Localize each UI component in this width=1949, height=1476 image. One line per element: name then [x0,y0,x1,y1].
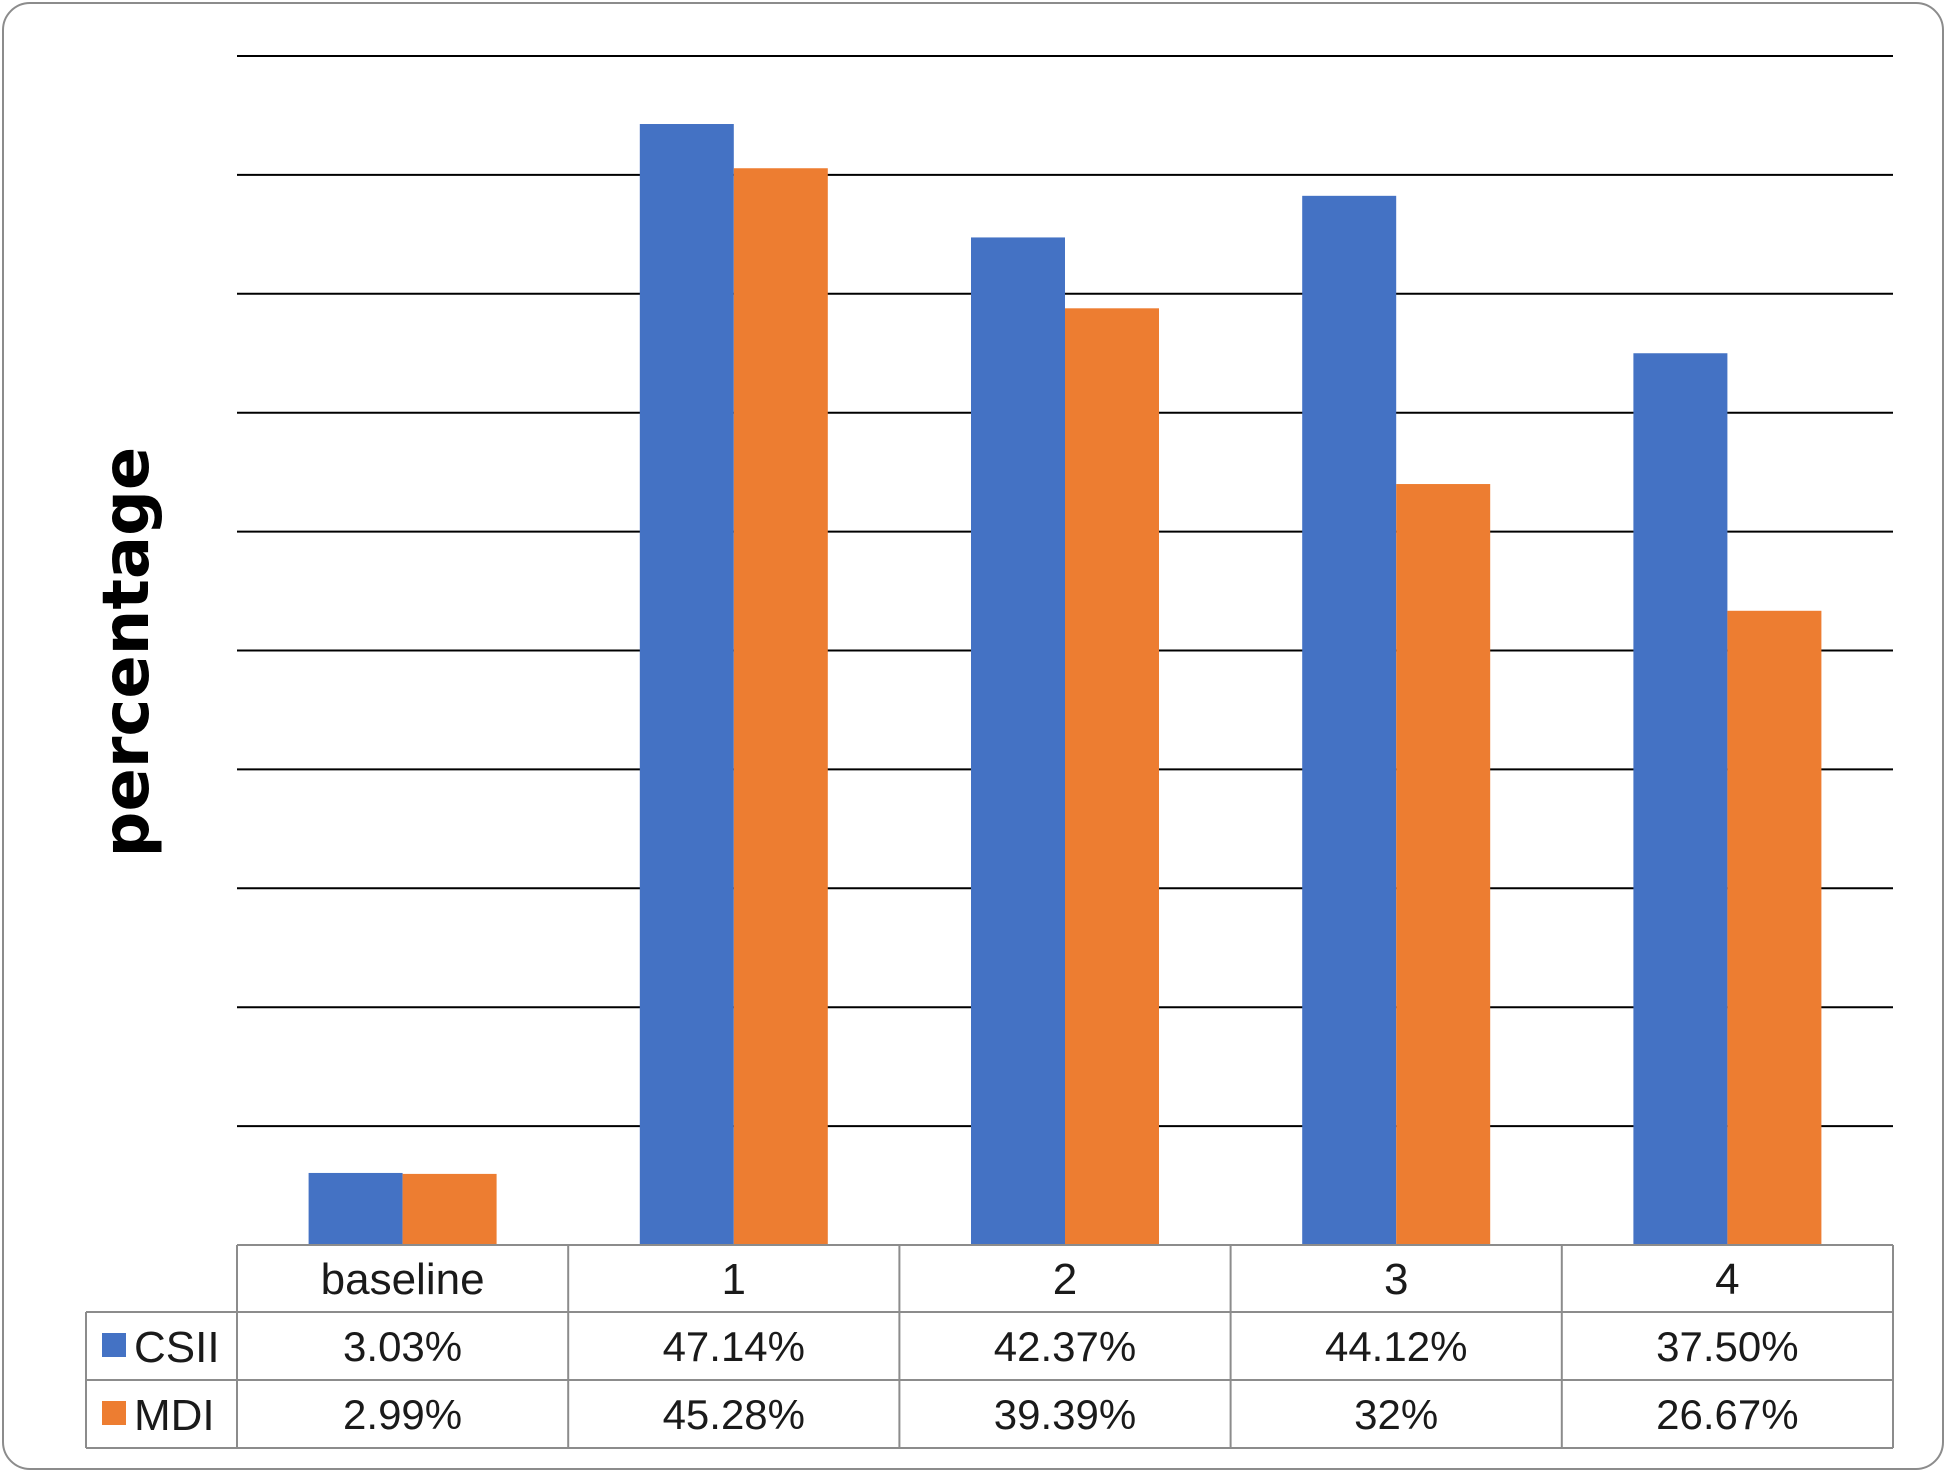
data-label-csii-1: 47.14% [663,1323,805,1370]
category-label-3: 3 [1384,1255,1408,1304]
data-label-csii-4: 37.50% [1656,1323,1798,1370]
bar-mdi-2 [1065,308,1159,1245]
bar-csii-4 [1633,353,1728,1245]
bar-csii-3 [1302,195,1397,1245]
bar-mdi-4 [1727,610,1822,1245]
data-table: baseline 1 2 3 4 CSII 3.03% 47.14% 42.37% 44.12% 3… [85,1244,1894,1449]
category-label-4: 4 [1715,1255,1739,1304]
data-label-mdi-1: 45.28% [663,1391,805,1438]
data-label-mdi-3: 32% [1354,1391,1438,1438]
legend-label-csii: CSII [134,1323,220,1372]
y-axis-label: percentage [90,447,164,858]
gridlines [237,55,1893,1128]
data-label-mdi-0: 2.99% [343,1391,462,1438]
bars [308,124,1822,1246]
legend-label-mdi: MDI [134,1391,215,1440]
bar-mdi-3 [1396,484,1491,1245]
category-label-1: 1 [722,1255,746,1304]
category-label-2: 2 [1053,1255,1077,1304]
bar-csii-1 [639,124,734,1246]
data-label-csii-2: 42.37% [994,1323,1136,1370]
data-label-mdi-2: 39.39% [994,1391,1136,1438]
data-label-csii-0: 3.03% [343,1323,462,1370]
legend-swatch-mdi [102,1401,126,1425]
bar-csii-0 [308,1172,403,1245]
bar-mdi-1 [733,168,828,1246]
legend-swatch-csii [102,1333,126,1357]
bar-mdi-0 [402,1173,497,1245]
data-label-mdi-4: 26.67% [1656,1391,1798,1438]
data-label-csii-3: 44.12% [1325,1323,1467,1370]
bar-csii-2 [971,237,1065,1245]
category-label-0: baseline [321,1255,485,1304]
